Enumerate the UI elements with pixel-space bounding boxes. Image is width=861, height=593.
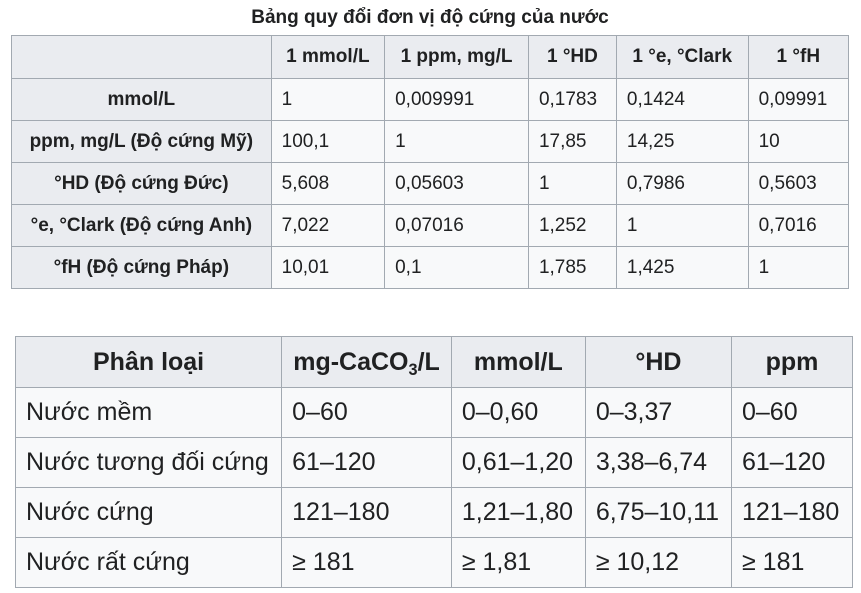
table-cell: 0–60 (281, 387, 452, 438)
table-cell: 0,07016 (384, 204, 529, 247)
table-cell: ≥ 1,81 (450, 537, 586, 588)
table-cell: 3,38–6,74 (584, 437, 733, 488)
table-cell: ≥ 10,12 (584, 537, 733, 588)
table-cell: 0–60 (731, 387, 853, 438)
col-header-text: mg-CaCO (293, 347, 409, 376)
table-cell: 1,21–1,80 (450, 487, 586, 538)
col-header: 1 mmol/L (270, 35, 386, 79)
table-cell: 0,1 (384, 246, 529, 289)
table-cell: 0,09991 (747, 78, 850, 121)
table-cell: 1,425 (615, 246, 749, 289)
row-header: °fH (Độ cứng Pháp) (11, 246, 272, 289)
row-label: Nước cứng (14, 487, 283, 538)
col-header: ppm (731, 336, 853, 388)
row-label: Nước mềm (14, 387, 283, 438)
table-cell: 0,009991 (384, 78, 529, 121)
table-cell: 10,01 (270, 246, 386, 289)
table-cell: 1,252 (527, 204, 617, 247)
col-header: 1 °HD (527, 35, 617, 79)
table-cell: 0–3,37 (584, 387, 733, 438)
table-cell: 14,25 (615, 120, 749, 163)
table-row: Nước rất cứng ≥ 181 ≥ 1,81 ≥ 10,12 ≥ 181 (14, 537, 853, 588)
col-header: °HD (584, 336, 733, 388)
col-header: 1 °e, °Clark (615, 35, 749, 79)
table-cell: 6,75–10,11 (584, 487, 733, 538)
conversion-header-row: 1 mmol/L 1 ppm, mg/L 1 °HD 1 °e, °Clark … (11, 35, 850, 79)
col-header: 1 °fH (747, 35, 850, 79)
table-cell: 5,608 (270, 162, 386, 205)
table-cell: 1 (747, 246, 850, 289)
classification-header-row: Phân loại mg-CaCO3/L mmol/L °HD ppm (14, 336, 853, 388)
row-header: ppm, mg/L (Độ cứng Mỹ) (11, 120, 272, 163)
table-cell: 100,1 (270, 120, 386, 163)
table-cell: 0,1424 (615, 78, 749, 121)
table-cell: 17,85 (527, 120, 617, 163)
table-row: Nước mềm 0–60 0–0,60 0–3,37 0–60 (14, 387, 853, 438)
table-cell: 61–120 (731, 437, 853, 488)
table-cell: 1 (270, 78, 386, 121)
table-row: Nước tương đối cứng 61–120 0,61–1,20 3,3… (14, 437, 853, 488)
col-header: Phân loại (14, 336, 283, 388)
table-row: °e, °Clark (Độ cứng Anh) 7,022 0,07016 1… (11, 204, 850, 247)
table-cell: ≥ 181 (281, 537, 452, 588)
table-cell: 1,785 (527, 246, 617, 289)
subscript: 3 (408, 360, 418, 379)
row-header: °e, °Clark (Độ cứng Anh) (11, 204, 272, 247)
table-cell: 0,61–1,20 (450, 437, 586, 488)
table-cell: 0–0,60 (450, 387, 586, 438)
row-label: Nước rất cứng (14, 537, 283, 588)
table-cell: 1 (384, 120, 529, 163)
row-header: °HD (Độ cứng Đức) (11, 162, 272, 205)
table-cell: 0,5603 (747, 162, 850, 205)
table-cell: 121–180 (731, 487, 853, 538)
table-cell: 1 (527, 162, 617, 205)
row-label: Nước tương đối cứng (14, 437, 283, 488)
table-row: mmol/L 1 0,009991 0,1783 0,1424 0,09991 (11, 78, 850, 121)
conversion-table: 1 mmol/L 1 ppm, mg/L 1 °HD 1 °e, °Clark … (11, 35, 850, 289)
col-header: mmol/L (450, 336, 586, 388)
row-header: mmol/L (11, 78, 272, 121)
table-row: °HD (Độ cứng Đức) 5,608 0,05603 1 0,7986… (11, 162, 850, 205)
table-row: Nước cứng 121–180 1,21–1,80 6,75–10,11 1… (14, 487, 853, 538)
table-cell: 0,7016 (747, 204, 850, 247)
table-cell: 10 (747, 120, 850, 163)
table-cell: 61–120 (281, 437, 452, 488)
conversion-table-caption: Bảng quy đổi đơn vị độ cứng của nước (251, 7, 609, 28)
corner-cell (11, 35, 272, 79)
col-header: mg-CaCO3/L (281, 336, 452, 388)
col-header-text: /L (417, 347, 440, 376)
table-cell: 7,022 (270, 204, 386, 247)
table-cell: 1 (615, 204, 749, 247)
table-cell: ≥ 181 (731, 537, 853, 588)
table-row: ppm, mg/L (Độ cứng Mỹ) 100,1 1 17,85 14,… (11, 120, 850, 163)
table-cell: 0,05603 (384, 162, 529, 205)
classification-table: Phân loại mg-CaCO3/L mmol/L °HD ppm Nước… (14, 336, 853, 588)
table-row: °fH (Độ cứng Pháp) 10,01 0,1 1,785 1,425… (11, 246, 850, 289)
table-cell: 0,1783 (527, 78, 617, 121)
table-cell: 121–180 (281, 487, 452, 538)
col-header: 1 ppm, mg/L (384, 35, 529, 79)
table-cell: 0,7986 (615, 162, 749, 205)
